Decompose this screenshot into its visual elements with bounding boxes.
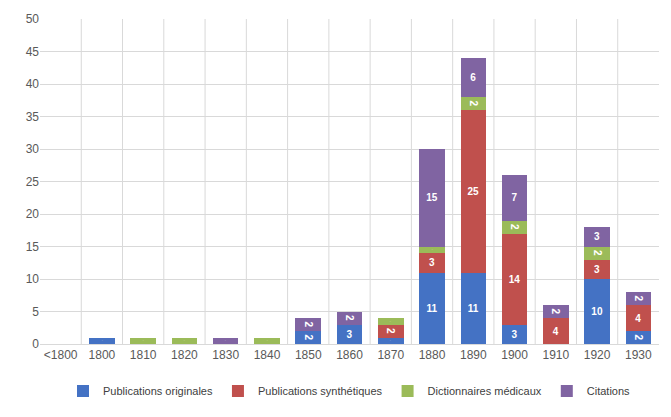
- svg-text:1: 1: [143, 340, 144, 341]
- svg-text:1870: 1870: [377, 348, 404, 362]
- svg-text:3: 3: [429, 257, 435, 268]
- svg-text:Citations: Citations: [587, 385, 630, 397]
- svg-text:1930: 1930: [625, 348, 652, 362]
- svg-text:2: 2: [385, 328, 396, 334]
- svg-text:6: 6: [470, 72, 476, 83]
- svg-text:3: 3: [512, 329, 518, 340]
- svg-text:Dictionnaires médicaux: Dictionnaires médicaux: [428, 385, 542, 397]
- svg-text:50: 50: [26, 12, 40, 26]
- svg-text:10: 10: [26, 272, 40, 286]
- svg-text:20: 20: [26, 207, 40, 221]
- svg-text:1850: 1850: [295, 348, 322, 362]
- svg-text:1820: 1820: [171, 348, 198, 362]
- svg-text:3: 3: [594, 231, 600, 242]
- svg-text:1: 1: [184, 340, 185, 341]
- svg-text:45: 45: [26, 45, 40, 59]
- svg-text:Publications originales: Publications originales: [103, 385, 213, 397]
- svg-text:11: 11: [427, 303, 438, 314]
- svg-text:1920: 1920: [584, 348, 611, 362]
- svg-text:5: 5: [32, 305, 39, 319]
- svg-text:25: 25: [468, 186, 480, 197]
- svg-text:1810: 1810: [130, 348, 157, 362]
- svg-text:15: 15: [26, 240, 40, 254]
- svg-text:4: 4: [635, 313, 641, 324]
- svg-text:1: 1: [432, 249, 433, 250]
- svg-text:2: 2: [633, 296, 644, 302]
- svg-text:3: 3: [594, 264, 600, 275]
- svg-text:4: 4: [553, 326, 559, 337]
- svg-text:3: 3: [347, 329, 353, 340]
- svg-text:1880: 1880: [419, 348, 446, 362]
- svg-text:1: 1: [225, 340, 226, 341]
- svg-text:14: 14: [509, 274, 521, 285]
- svg-text:2: 2: [303, 322, 314, 328]
- svg-text:2: 2: [344, 315, 355, 321]
- svg-text:1: 1: [390, 340, 391, 341]
- svg-text:1: 1: [390, 321, 391, 322]
- svg-text:11: 11: [468, 303, 479, 314]
- svg-text:1910: 1910: [542, 348, 569, 362]
- svg-text:40: 40: [26, 77, 40, 91]
- svg-text:35: 35: [26, 110, 40, 124]
- svg-text:2: 2: [633, 335, 644, 341]
- svg-text:30: 30: [26, 142, 40, 156]
- svg-text:1840: 1840: [254, 348, 281, 362]
- svg-text:<1800: <1800: [44, 348, 78, 362]
- svg-text:1860: 1860: [336, 348, 363, 362]
- svg-text:7: 7: [512, 192, 518, 203]
- svg-text:2: 2: [509, 224, 520, 230]
- svg-text:Publications synthétiques: Publications synthétiques: [258, 385, 383, 397]
- svg-text:1800: 1800: [89, 348, 116, 362]
- svg-text:0: 0: [32, 337, 39, 351]
- svg-text:1830: 1830: [212, 348, 239, 362]
- svg-text:2: 2: [468, 101, 479, 107]
- svg-text:1: 1: [102, 340, 103, 341]
- svg-text:1890: 1890: [460, 348, 487, 362]
- svg-text:2: 2: [303, 335, 314, 341]
- svg-text:1: 1: [267, 340, 268, 341]
- svg-text:1900: 1900: [501, 348, 528, 362]
- svg-text:10: 10: [591, 306, 603, 317]
- svg-text:2: 2: [550, 309, 561, 315]
- svg-text:2: 2: [592, 250, 603, 256]
- svg-text:15: 15: [426, 192, 438, 203]
- svg-text:25: 25: [26, 175, 40, 189]
